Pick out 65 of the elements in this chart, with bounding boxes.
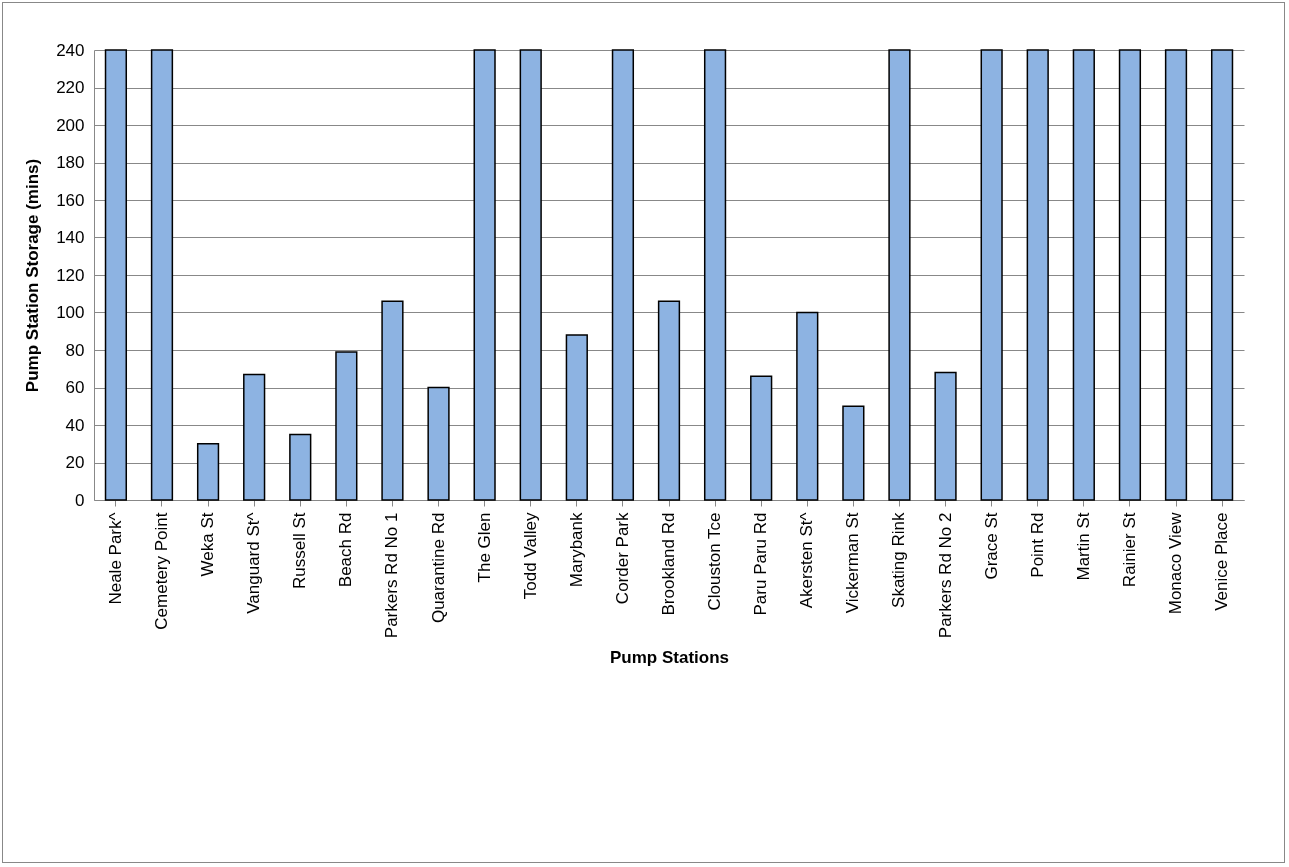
x-tick-label: Corder Park bbox=[612, 512, 632, 605]
x-tick-label: Martin St bbox=[1073, 512, 1093, 581]
bar bbox=[1118, 49, 1142, 501]
y-tick-label: 0 bbox=[75, 490, 85, 510]
y-tick-label: 160 bbox=[56, 190, 85, 210]
x-axis-title: Pump Stations bbox=[609, 648, 730, 668]
x-tick-label: Clouston Tce bbox=[705, 512, 725, 611]
y-tick-label: 60 bbox=[65, 378, 85, 397]
x-tick-label: Marybank bbox=[566, 512, 586, 588]
x-tick-label: Skating Rink bbox=[889, 512, 909, 608]
y-tick-label: 20 bbox=[65, 453, 85, 472]
bar bbox=[196, 443, 220, 501]
y-tick-label: 40 bbox=[65, 415, 85, 435]
bar bbox=[1164, 49, 1188, 501]
y-tick-label: 120 bbox=[56, 265, 85, 285]
x-tick-label: The Glen bbox=[474, 512, 494, 583]
x-tick-label: Cemetery Point bbox=[151, 512, 171, 630]
x-tick-label: Venice Place bbox=[1212, 512, 1232, 611]
bar bbox=[519, 49, 542, 501]
x-tick-label: Rainier St bbox=[1119, 512, 1139, 588]
x-tick-label: Parkers Rd No 1 bbox=[382, 512, 402, 639]
bar bbox=[335, 351, 358, 501]
x-tick-label: Paru Paru Rd bbox=[751, 512, 771, 616]
x-tick-label: Beach Rd bbox=[336, 512, 356, 588]
y-tick-label: 220 bbox=[56, 78, 85, 97]
bar bbox=[750, 375, 773, 501]
x-tick-label: Grace St bbox=[981, 512, 1001, 580]
y-tick-label: 100 bbox=[56, 303, 85, 322]
y-axis-title: Pump Station Storage (mins) bbox=[23, 158, 43, 393]
bar bbox=[1210, 49, 1234, 501]
bar bbox=[1026, 49, 1049, 501]
x-tick-label: Quarantine Rd bbox=[428, 512, 448, 624]
bar bbox=[842, 405, 865, 501]
bar bbox=[888, 49, 911, 501]
bar bbox=[150, 49, 174, 501]
bar bbox=[427, 386, 450, 501]
x-tick-label: Parkers Rd No 2 bbox=[935, 512, 955, 639]
x-tick-label: Weka St bbox=[198, 512, 218, 577]
bar bbox=[934, 371, 957, 501]
x-tick-label: Vanguard St^ bbox=[244, 512, 264, 614]
bar bbox=[703, 49, 727, 501]
bar bbox=[565, 334, 588, 501]
x-tick-label: Russell St bbox=[290, 512, 310, 590]
bar bbox=[980, 49, 1003, 501]
x-tick-label: Point Rd bbox=[1027, 512, 1047, 578]
bar bbox=[381, 300, 404, 501]
bar bbox=[657, 300, 681, 501]
y-tick-label: 240 bbox=[56, 40, 85, 60]
x-tick-label: Monaco View bbox=[1166, 511, 1186, 615]
x-tick-label: Neale Park^ bbox=[105, 512, 125, 605]
bar bbox=[1072, 49, 1095, 501]
y-tick-label: 180 bbox=[56, 153, 85, 172]
bar bbox=[473, 49, 496, 501]
x-tick-label: Vickerman St bbox=[843, 512, 863, 614]
bar bbox=[289, 433, 312, 501]
x-tick-label: Todd Valley bbox=[520, 512, 540, 600]
y-tick-label: 200 bbox=[56, 115, 85, 135]
y-tick-label: 80 bbox=[65, 340, 85, 360]
y-tick-label: 140 bbox=[56, 228, 85, 247]
bar bbox=[611, 49, 635, 501]
bar bbox=[104, 49, 128, 501]
x-tick-label: Brookland Rd bbox=[659, 512, 678, 616]
x-tick-label: Akersten St^ bbox=[797, 512, 817, 609]
bar bbox=[243, 373, 266, 501]
bar bbox=[796, 311, 819, 501]
